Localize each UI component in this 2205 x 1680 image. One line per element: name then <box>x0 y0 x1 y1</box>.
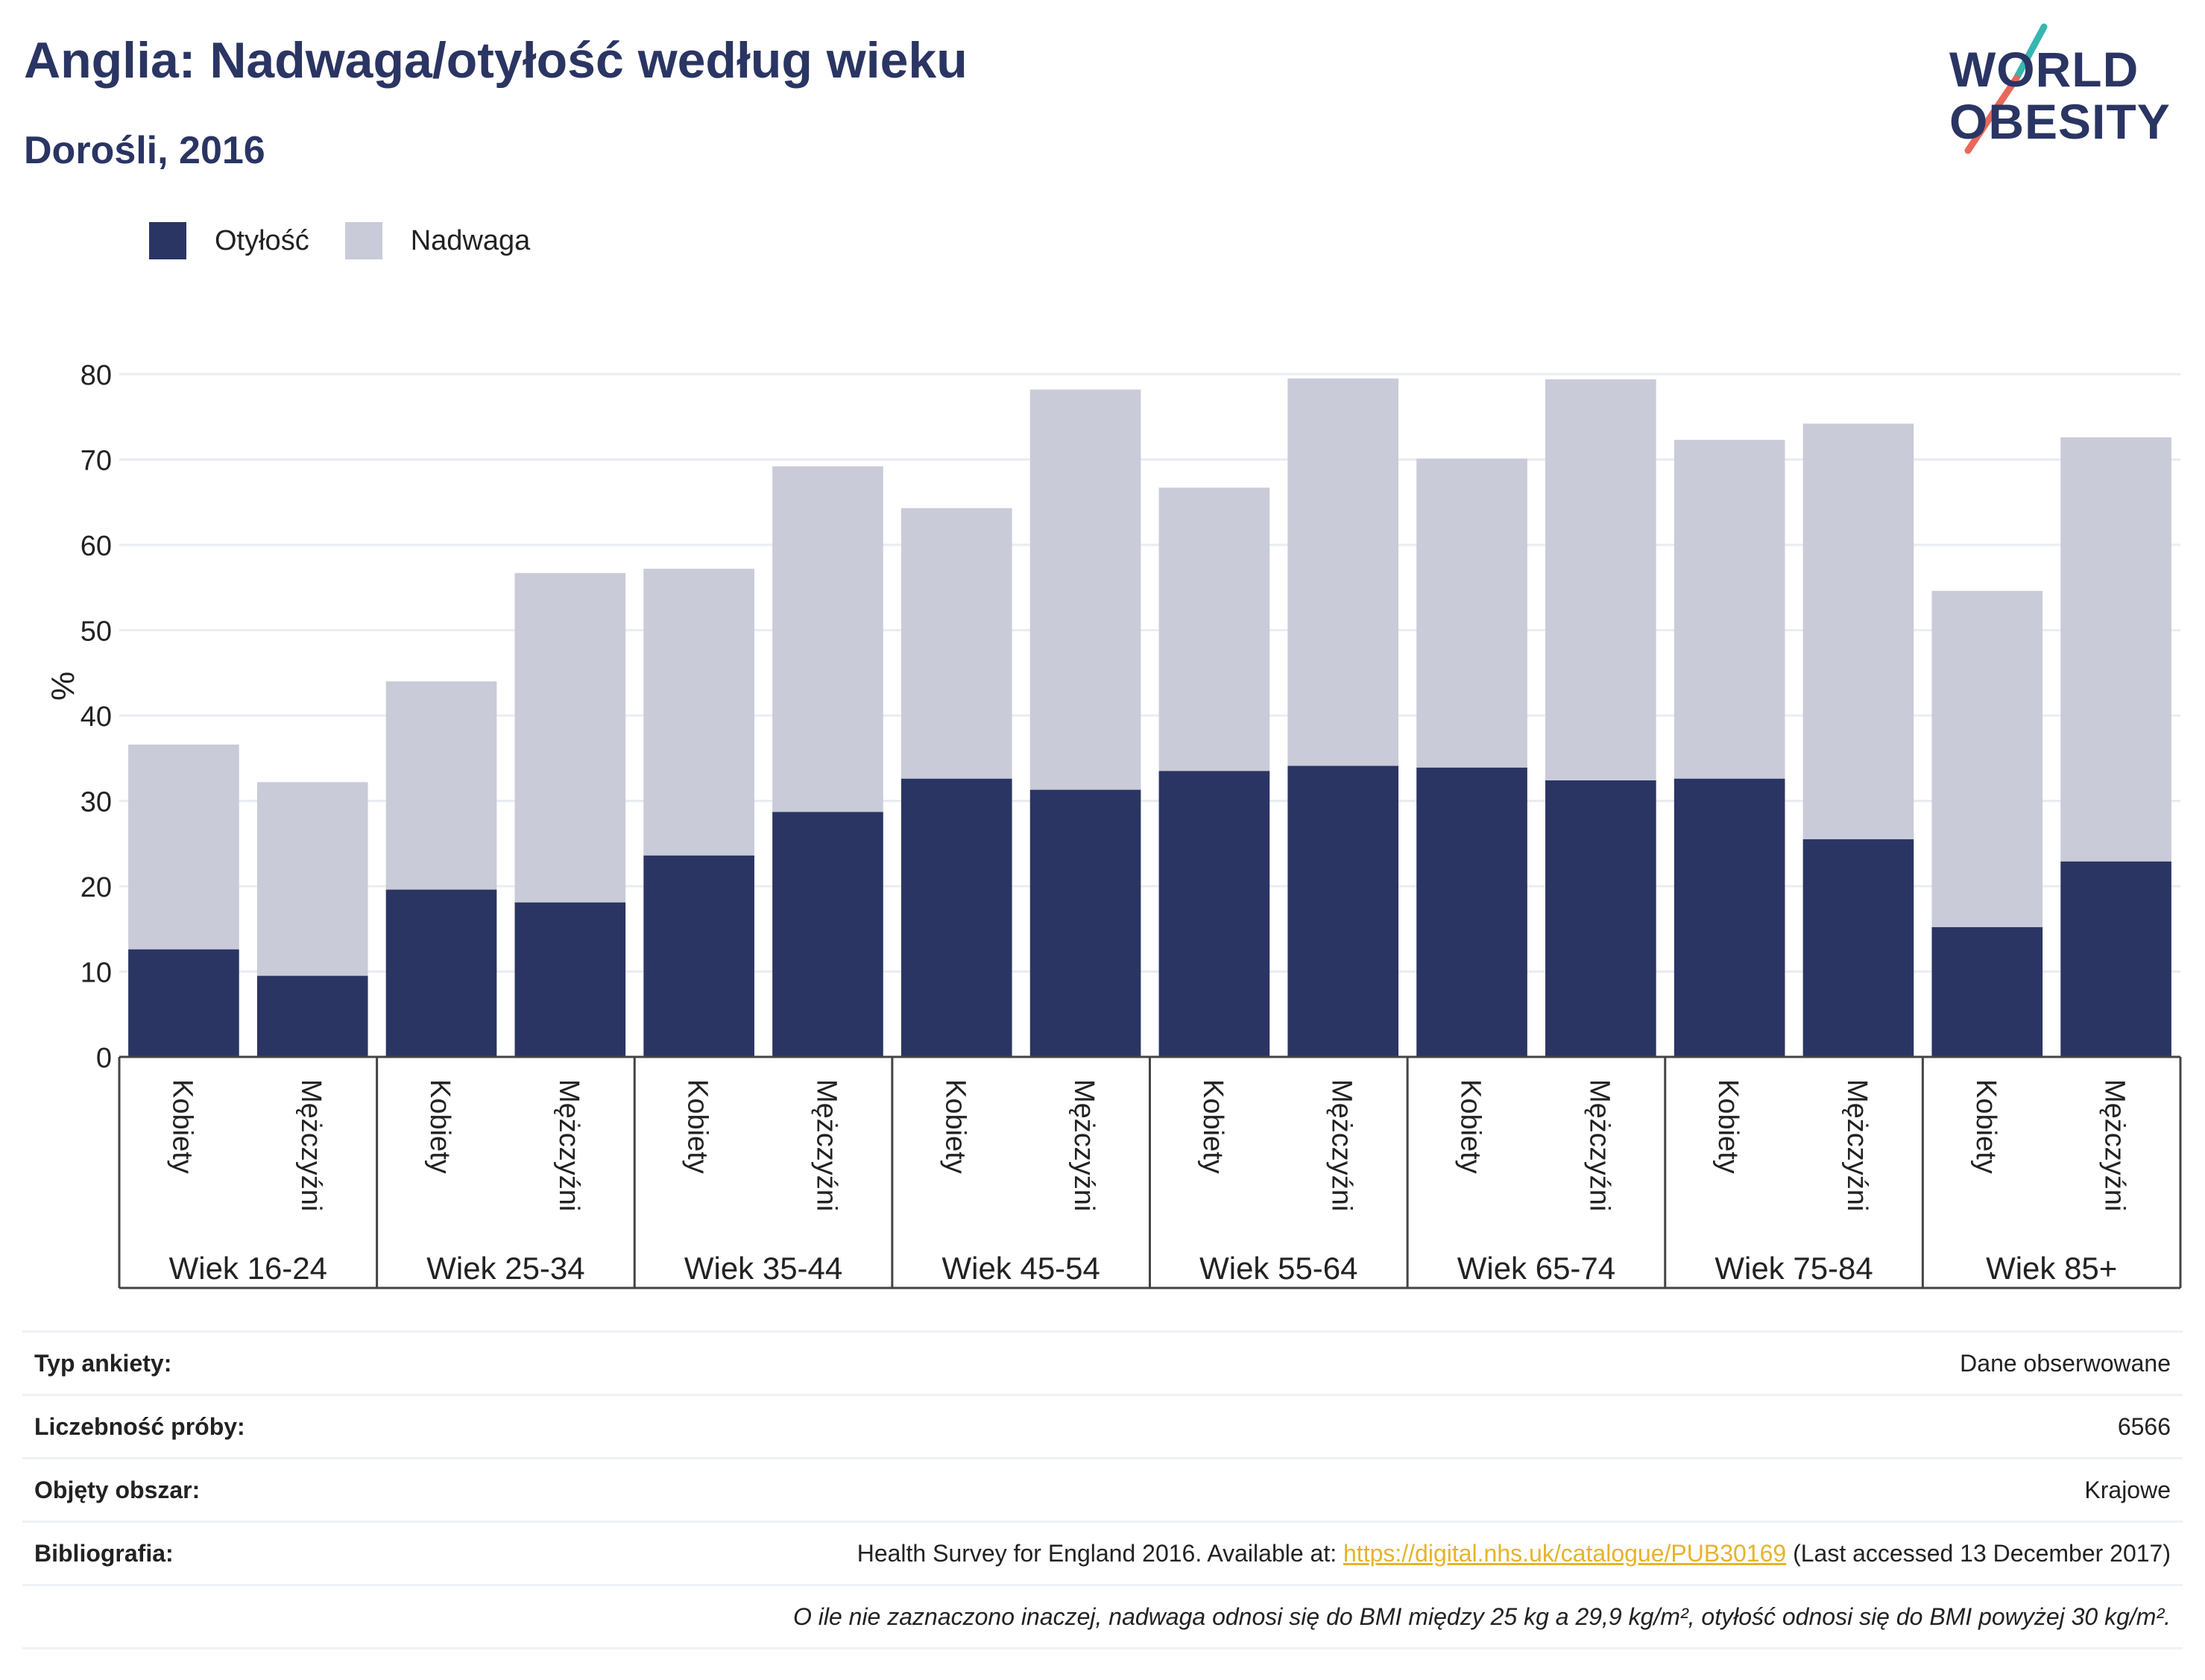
info-row-sample-size: Liczebność próby: 6566 <box>22 1394 2183 1457</box>
bar-overweight <box>128 744 239 950</box>
bar-obesity <box>1158 771 1270 1057</box>
x-group-label: Wiek 75-84 <box>1715 1251 1873 1286</box>
bar-obesity <box>128 949 239 1057</box>
y-axis-title: % <box>45 671 81 701</box>
bibliography-prefix: Health Survey for England 2016. Availabl… <box>857 1539 1343 1567</box>
info-value: Health Survey for England 2016. Availabl… <box>857 1540 2171 1567</box>
bar-overweight <box>256 782 368 976</box>
bar-obesity <box>1029 789 1141 1057</box>
bar-obesity <box>900 778 1012 1057</box>
bar-overweight <box>2060 437 2171 862</box>
x-group-label: Wiek 16-24 <box>169 1251 327 1286</box>
stacked-bar-chart: 0 10 20 30 40 50 60 70 80 Kobiety Mężczyźni Kobiety… <box>81 360 2182 1289</box>
x-subcategory-label: Mężczyźni <box>1326 1079 1357 1211</box>
y-tick-label: 80 <box>81 360 112 391</box>
info-value: 6566 <box>2117 1412 2171 1440</box>
bibliography-suffix: (Last accessed 13 December 2017) <box>1786 1539 2171 1567</box>
info-row-note: O ile nie zaznaczono inaczej, nadwaga od… <box>22 1584 2183 1649</box>
y-tick-label: 10 <box>81 958 112 989</box>
y-tick-label: 20 <box>81 872 112 903</box>
legend-item-obesity[interactable]: Otyłość <box>149 222 309 259</box>
x-subcategory-label: Kobiety <box>939 1079 971 1174</box>
bar-obesity <box>2060 861 2171 1057</box>
info-value: Krajowe <box>2084 1476 2171 1503</box>
x-subcategory-label: Kobiety <box>424 1079 455 1174</box>
legend-swatch-overweight <box>344 222 382 259</box>
y-tick-label: 60 <box>81 531 112 562</box>
bar-obesity <box>514 902 626 1057</box>
x-subcategory-label: Kobiety <box>682 1079 713 1174</box>
legend-item-overweight[interactable]: Nadwaga <box>344 222 531 259</box>
x-subcategory-label: Kobiety <box>1970 1079 2001 1174</box>
y-tick-label: 40 <box>81 701 112 733</box>
bar-obesity <box>385 889 497 1057</box>
page-title: Anglia: Nadwaga/otyłość według wieku <box>24 32 968 89</box>
x-subcategory-label: Kobiety <box>166 1079 198 1174</box>
bar-obesity <box>772 812 883 1057</box>
x-group-label: Wiek 25-34 <box>426 1251 584 1286</box>
bar-overweight <box>643 569 754 856</box>
x-group-label: Wiek 55-64 <box>1199 1251 1357 1286</box>
logo-line2: OBESITY <box>1949 94 2171 149</box>
legend-label-overweight: Nadwaga <box>410 224 531 256</box>
bar-obesity <box>1545 780 1656 1057</box>
x-group-label: Wiek 45-54 <box>941 1251 1100 1286</box>
bar-overweight <box>1287 378 1399 766</box>
bar-overweight <box>1674 440 1785 779</box>
bar-obesity <box>643 855 754 1057</box>
page-subtitle: Dorośli, 2016 <box>24 129 265 172</box>
x-subcategory-label: Mężczyźni <box>553 1079 584 1211</box>
info-key: Objęty obszar: <box>34 1476 201 1503</box>
bar-overweight <box>1416 458 1527 768</box>
bar-overweight <box>900 508 1012 779</box>
x-group-label: Wiek 85+ <box>1986 1251 2117 1286</box>
bibliography-link[interactable]: https://digital.nhs.uk/catalogue/PUB3016… <box>1343 1539 1787 1567</box>
x-subcategory-label: Mężczyźni <box>1068 1079 1100 1211</box>
bar-overweight <box>1802 423 1914 840</box>
logo-line1: WORLD <box>1949 42 2139 97</box>
info-value: Dane obserwowane <box>1960 1349 2171 1377</box>
bar-obesity <box>1931 926 2043 1057</box>
legend-label-obesity: Otyłość <box>215 224 309 256</box>
bar-overweight <box>385 681 497 890</box>
info-key: Typ ankiety: <box>34 1349 172 1377</box>
info-key: Bibliografia: <box>34 1539 174 1567</box>
x-subcategory-label: Mężczyźni <box>2099 1079 2130 1211</box>
x-subcategory-label: Mężczyźni <box>1583 1079 1615 1211</box>
bar-obesity <box>1287 765 1399 1057</box>
info-row-survey-type: Typ ankiety: Dane obserwowane <box>22 1330 2183 1394</box>
y-tick-label: 50 <box>81 616 112 648</box>
x-subcategory-label: Mężczyźni <box>1841 1079 1873 1211</box>
bar-obesity <box>1674 778 1785 1057</box>
x-group-label: Wiek 65-74 <box>1457 1251 1615 1286</box>
x-subcategory-label: Kobiety <box>1455 1079 1486 1174</box>
y-tick-label: 0 <box>96 1043 112 1074</box>
x-subcategory-label: Kobiety <box>1712 1079 1744 1174</box>
x-subcategory-label: Mężczyźni <box>295 1079 327 1211</box>
y-tick-label: 70 <box>81 446 112 477</box>
bar-overweight <box>772 466 883 812</box>
chart-legend: Otyłość Nadwaga <box>149 222 566 259</box>
x-subcategory-label: Kobiety <box>1197 1079 1228 1174</box>
logo-slash-icon <box>1964 23 2048 154</box>
info-key: Liczebność próby: <box>34 1412 245 1440</box>
bar-overweight <box>514 572 626 903</box>
bar-obesity <box>1416 767 1527 1057</box>
x-subcategory-label: Mężczyźni <box>810 1079 842 1211</box>
world-obesity-logo: WORLD OBESITY <box>1938 22 2192 157</box>
bar-overweight <box>1158 487 1270 771</box>
info-row-area: Objęty obszar: Krajowe <box>22 1457 2183 1520</box>
info-row-bibliography: Bibliografia: Health Survey for England … <box>22 1520 2183 1584</box>
bar-overweight <box>1931 590 2043 927</box>
info-table: Typ ankiety: Dane obserwowane Liczebność… <box>22 1330 2183 1649</box>
x-group-label: Wiek 35-44 <box>684 1251 842 1286</box>
bar-overweight <box>1029 389 1141 790</box>
bar-overweight <box>1545 379 1656 781</box>
bar-obesity <box>1802 839 1914 1057</box>
legend-swatch-obesity <box>149 222 186 259</box>
bmi-note: O ile nie zaznaczono inaczej, nadwaga od… <box>792 1602 2171 1630</box>
y-tick-label: 30 <box>81 787 112 818</box>
bar-obesity <box>256 976 368 1057</box>
